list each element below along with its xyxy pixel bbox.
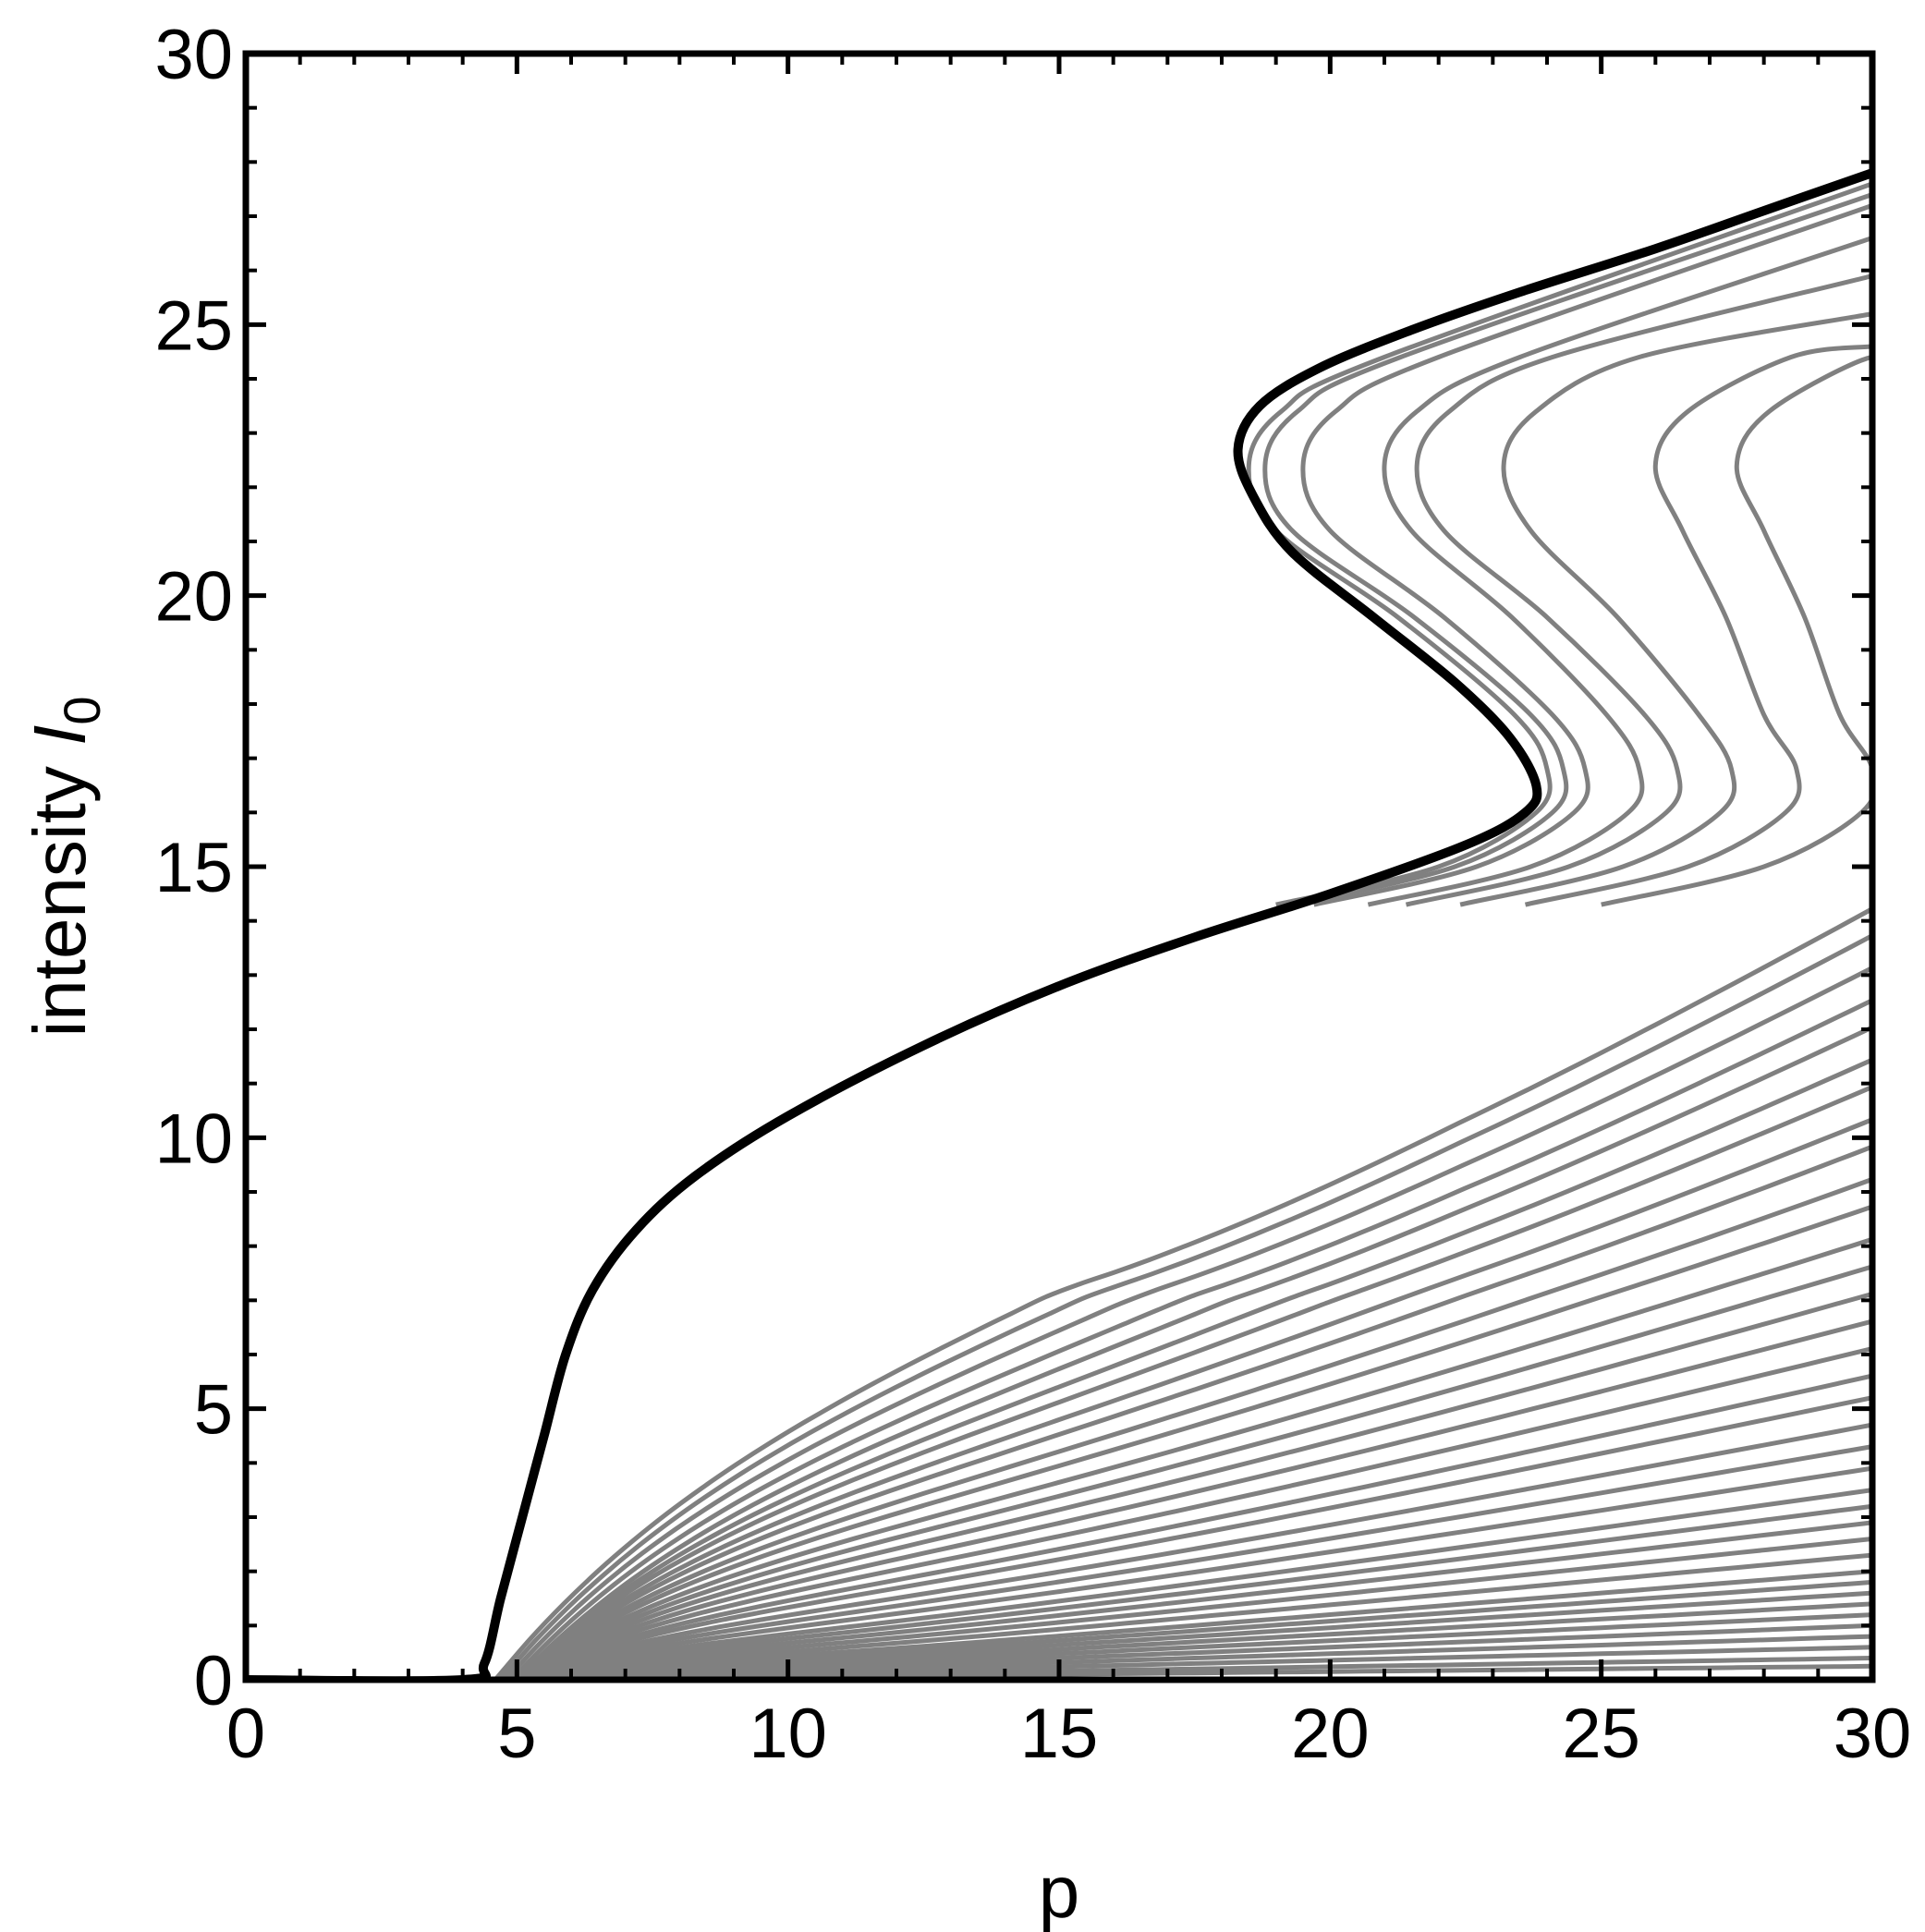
axis-ticks (243, 51, 1875, 1683)
x-tick-labels: 0 5 10 15 20 25 30 (226, 1695, 1911, 1773)
fan-curve (516, 1395, 1872, 1680)
fan-curve (516, 1488, 1872, 1680)
fan-curve (493, 906, 1872, 1680)
fan-curve (515, 1057, 1872, 1680)
y-tick-labels: 0 5 10 15 20 25 30 (154, 16, 233, 1720)
hysteresis-curve (1262, 192, 1872, 907)
gray-curve-family (493, 181, 1872, 1680)
fan-curve (515, 1204, 1872, 1680)
fan-curve (515, 1144, 1872, 1680)
fan-curve (498, 933, 1872, 1680)
x-tick-label: 0 (226, 1695, 265, 1773)
y-axis-label-text: intensity (18, 746, 101, 1038)
fan-curve (516, 1552, 1872, 1680)
x-tick-label: 5 (497, 1695, 536, 1773)
x-tick-label: 25 (1562, 1695, 1640, 1773)
y-tick-label: 20 (154, 558, 233, 637)
x-tick-label: 20 (1291, 1695, 1370, 1773)
fan-curve (516, 1291, 1872, 1680)
fan-curve (516, 1318, 1872, 1680)
y-axis-label-symbol: I (18, 725, 101, 746)
fan-curve (516, 1537, 1872, 1680)
fan-curve (516, 1346, 1872, 1680)
fan-curve (515, 1177, 1872, 1680)
hysteresis-curve (1405, 273, 1872, 907)
hysteresis-curve (1246, 181, 1872, 907)
x-axis-label: p (1039, 1851, 1080, 1932)
hysteresis-curve (1367, 236, 1872, 907)
hysteresis-curve (1300, 202, 1872, 907)
fan-curve (504, 966, 1872, 1680)
y-tick-label: 30 (154, 16, 233, 94)
x-tick-label: 30 (1834, 1695, 1912, 1773)
envelope-curve (246, 168, 1872, 1680)
hysteresis-curve (1601, 355, 1872, 907)
fan-curve (515, 1236, 1872, 1680)
fan-curve (515, 1085, 1872, 1680)
fan-curve (515, 1117, 1872, 1680)
fan-curve (515, 1264, 1872, 1680)
fan-curve (509, 998, 1872, 1680)
y-tick-label: 5 (194, 1371, 233, 1450)
hysteresis-curve (1524, 344, 1872, 907)
x-tick-label: 10 (749, 1695, 827, 1773)
fan-curve (516, 1569, 1872, 1680)
fan-curve (516, 1373, 1872, 1680)
fan-curve (516, 1520, 1872, 1680)
x-tick-label: 15 (1020, 1695, 1099, 1773)
y-tick-label: 25 (154, 286, 233, 365)
y-axis-label-subscript: 0 (53, 696, 111, 724)
hysteresis-curve (1459, 311, 1872, 907)
fan-curve (516, 1465, 1872, 1680)
y-tick-label: 15 (154, 829, 233, 907)
y-axis-label: intensity I0 (18, 696, 111, 1037)
black-envelope-curve (246, 168, 1872, 1680)
y-tick-label: 0 (194, 1642, 233, 1720)
fan-curve (516, 1503, 1872, 1680)
fan-curve (515, 1025, 1872, 1680)
fan-curve (516, 1444, 1872, 1680)
fan-curve (516, 1422, 1872, 1680)
y-tick-label: 10 (154, 1100, 233, 1178)
fan-curve (516, 1579, 1872, 1680)
